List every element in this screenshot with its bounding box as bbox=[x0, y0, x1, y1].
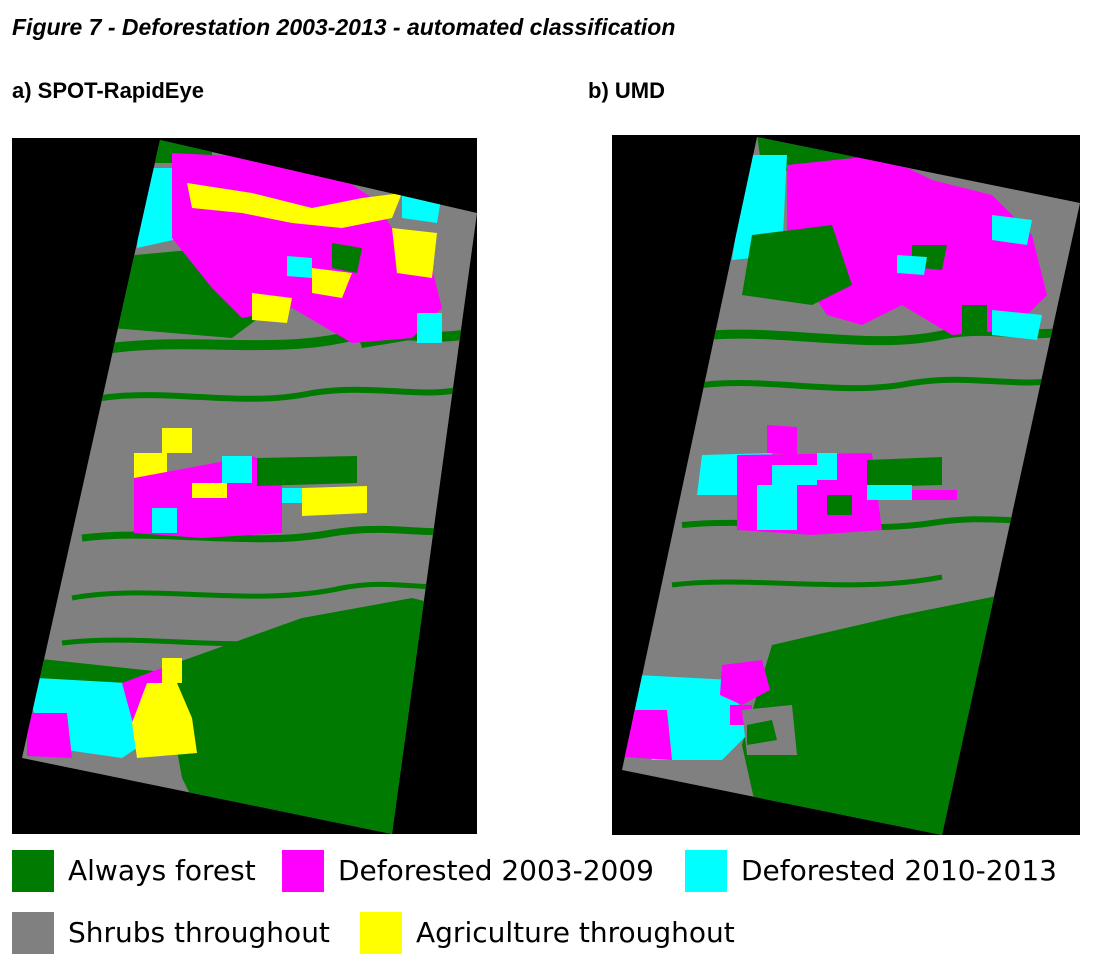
map-a-yellow-patch bbox=[187, 183, 402, 228]
map-b-forest-patch bbox=[747, 720, 777, 745]
map-b-forest-patch bbox=[867, 457, 942, 487]
map-b-forest-streak bbox=[671, 574, 943, 588]
map-a-forest-streak bbox=[81, 524, 464, 543]
panel-label-spot-rapideye: a) SPOT-RapidEye bbox=[12, 78, 204, 103]
map-spot-rapideye bbox=[12, 138, 477, 834]
map-a-yellow-patch bbox=[312, 268, 352, 298]
legend-label-deforested-2003-2009: Deforested 2003-2009 bbox=[338, 854, 654, 887]
legend-swatch-agriculture-throughout bbox=[360, 912, 402, 954]
legend-swatch-shrubs-throughout bbox=[12, 912, 54, 954]
map-a-yellow-patch bbox=[162, 658, 182, 683]
map-a-forest-block bbox=[162, 598, 452, 834]
legend-label-agriculture-throughout: Agriculture throughout bbox=[416, 916, 735, 949]
map-a-yellow-patch bbox=[302, 486, 367, 516]
map-b-cyan-patch bbox=[757, 485, 797, 530]
panel-label-umd: b) UMD bbox=[588, 78, 665, 103]
map-b-magenta-patch bbox=[767, 425, 797, 455]
map-a-yellow-patch bbox=[392, 228, 437, 278]
map-b-forest-patch bbox=[962, 305, 987, 335]
legend-swatch-always-forest bbox=[12, 850, 54, 892]
map-b-forest-patch bbox=[827, 495, 852, 515]
map-b-forest-patch bbox=[742, 225, 852, 305]
map-b-cyan-patch bbox=[992, 310, 1042, 340]
map-b-cyan-patch bbox=[817, 453, 837, 480]
map-a-magenta-patch bbox=[27, 713, 72, 758]
map-b-cyan-patch bbox=[867, 485, 912, 500]
legend-label-shrubs-throughout: Shrubs throughout bbox=[68, 916, 330, 949]
legend-swatch-deforested-2010-2013 bbox=[685, 850, 727, 892]
map-a-yellow-patch bbox=[192, 483, 227, 498]
legend-swatch-deforested-2003-2009 bbox=[282, 850, 324, 892]
map-a-cyan-patch bbox=[152, 508, 177, 533]
map-b-svg bbox=[622, 137, 1080, 835]
map-b-cyan-patch bbox=[992, 215, 1032, 245]
map-b-magenta-patch bbox=[912, 490, 957, 500]
map-a-yellow-patch bbox=[162, 428, 192, 453]
map-a-cyan-patch bbox=[287, 256, 312, 278]
map-b-magenta-patch bbox=[720, 660, 770, 705]
map-a-forest-patch bbox=[332, 243, 362, 273]
figure-title: Figure 7 - Deforestation 2003-2013 - aut… bbox=[12, 14, 676, 40]
map-b-cyan-patch bbox=[897, 255, 927, 275]
map-b-cyan-patch bbox=[772, 465, 817, 485]
map-a-yellow-patch bbox=[252, 293, 292, 323]
map-a-cyan-patch bbox=[222, 456, 252, 483]
map-a-yellow-patch bbox=[134, 453, 167, 478]
map-a-forest-streak bbox=[101, 385, 468, 402]
legend-label-deforested-2010-2013: Deforested 2010-2013 bbox=[741, 854, 1057, 887]
map-a-forest-patch bbox=[257, 456, 357, 486]
map-umd bbox=[612, 135, 1080, 835]
map-a-cyan-patch bbox=[282, 488, 302, 503]
map-a-cyan-patch bbox=[417, 313, 442, 343]
legend-label-always-forest: Always forest bbox=[68, 854, 256, 887]
map-b-forest-streak bbox=[701, 375, 1068, 392]
map-b-magenta-patch bbox=[624, 710, 672, 760]
map-a-forest-streak bbox=[71, 580, 454, 601]
map-a-yellow-patch bbox=[132, 683, 197, 758]
map-a-svg bbox=[22, 140, 477, 834]
map-a-cyan-patch bbox=[402, 188, 442, 223]
